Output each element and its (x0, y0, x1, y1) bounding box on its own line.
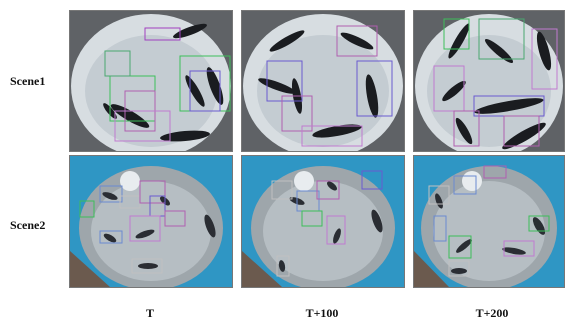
col-label-t: T (145, 306, 155, 320)
scene1-t200-image (413, 10, 565, 152)
row-label-scene1: Scene1 (10, 74, 46, 88)
scene2-t-image (69, 155, 233, 288)
col-label-t200: T+200 (475, 306, 509, 320)
scene1-t100-image (241, 10, 405, 152)
row-label-scene2: Scene2 (10, 218, 46, 232)
scene2-t200-image (413, 155, 565, 288)
col-label-t100: T+100 (305, 306, 339, 320)
scene1-t-image (69, 10, 233, 152)
scene2-t100-image (241, 155, 405, 288)
